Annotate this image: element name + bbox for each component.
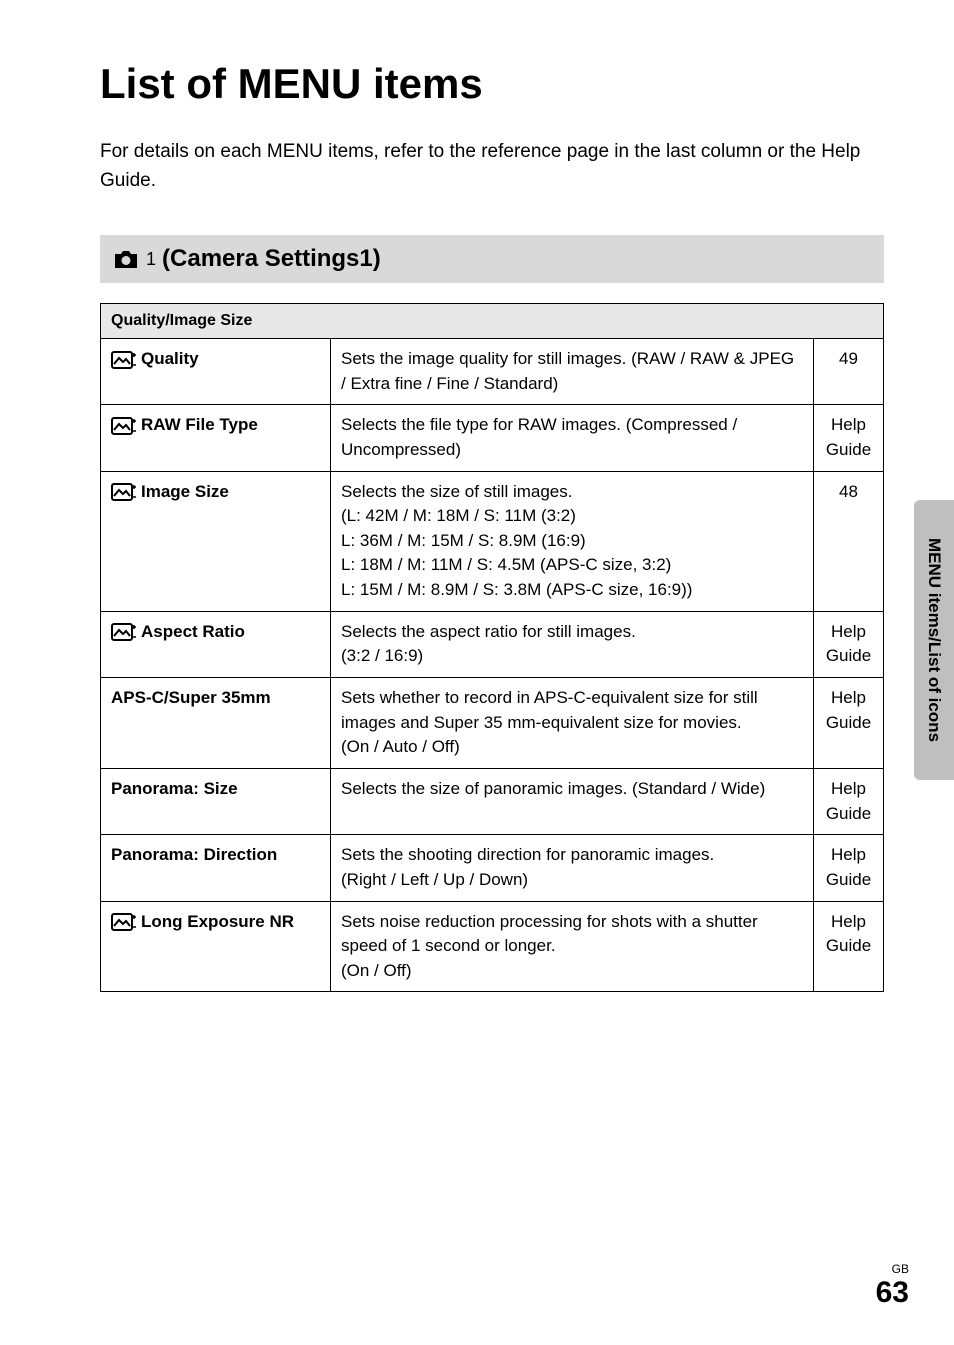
footer-lang: GB — [876, 1262, 909, 1276]
setting-reference: Help Guide — [814, 611, 884, 677]
setting-description: Sets the image quality for still images.… — [331, 339, 814, 405]
table-row: Image Size Selects the size of still imag… — [101, 471, 884, 611]
setting-name: APS-C/Super 35mm — [111, 686, 271, 711]
setting-reference: Help Guide — [814, 835, 884, 901]
table-row: Long Exposure NR Sets noise reduction pro… — [101, 901, 884, 992]
setting-description: Selects the size of panoramic images. (S… — [331, 768, 814, 834]
section-header: 1 (Camera Settings1) — [100, 235, 884, 283]
camera-number: 1 — [146, 249, 156, 270]
setting-name: Long Exposure NR — [141, 910, 294, 935]
setting-name-cell: Quality — [101, 339, 331, 405]
setting-name-cell: Long Exposure NR — [101, 901, 331, 992]
footer-page-number: 63 — [876, 1276, 909, 1309]
setting-description: Selects the file type for RAW images. (C… — [331, 405, 814, 471]
setting-name-cell: RAW File Type — [101, 405, 331, 471]
setting-name-cell: APS-C/Super 35mm — [101, 678, 331, 769]
setting-name-cell: Image Size — [101, 471, 331, 611]
setting-description: Sets noise reduction processing for shot… — [331, 901, 814, 992]
side-tab: MENU items/List of icons — [914, 500, 954, 780]
camera-icon — [112, 248, 140, 270]
setting-name-cell: Aspect Ratio — [101, 611, 331, 677]
table-row: Aspect Ratio Selects the aspect ratio for… — [101, 611, 884, 677]
setting-description: Sets the shooting direction for panorami… — [331, 835, 814, 901]
image-setting-icon — [111, 910, 137, 935]
setting-reference: Help Guide — [814, 901, 884, 992]
side-tab-label: MENU items/List of icons — [924, 538, 944, 742]
intro-text: For details on each MENU items, refer to… — [100, 138, 884, 195]
image-setting-icon — [111, 413, 137, 438]
group-header-row: Quality/Image Size — [101, 304, 884, 339]
table-row: Quality Sets the image quality for still … — [101, 339, 884, 405]
page-footer: GB 63 — [876, 1262, 909, 1310]
setting-reference: Help Guide — [814, 768, 884, 834]
setting-description: Selects the size of still images. (L: 42… — [331, 471, 814, 611]
menu-table: Quality/Image Size Quality Sets the image… — [100, 303, 884, 992]
setting-name: RAW File Type — [141, 413, 258, 438]
setting-name: Panorama: Direction — [111, 843, 277, 868]
table-row: RAW File Type Selects the file type for R… — [101, 405, 884, 471]
table-row: Panorama: Size Selects the size of panora… — [101, 768, 884, 834]
setting-reference: 48 — [814, 471, 884, 611]
setting-name: Image Size — [141, 480, 229, 505]
setting-reference: 49 — [814, 339, 884, 405]
table-row: APS-C/Super 35mm Sets whether to record i… — [101, 678, 884, 769]
setting-name-cell: Panorama: Size — [101, 768, 331, 834]
setting-name: Panorama: Size — [111, 777, 238, 802]
page-title: List of MENU items — [100, 60, 884, 108]
image-setting-icon — [111, 347, 137, 372]
setting-reference: Help Guide — [814, 678, 884, 769]
section-label: (Camera Settings1) — [162, 245, 381, 273]
setting-name-cell: Panorama: Direction — [101, 835, 331, 901]
image-setting-icon — [111, 620, 137, 645]
group-header-cell: Quality/Image Size — [101, 304, 884, 339]
setting-description: Sets whether to record in APS-C-equivale… — [331, 678, 814, 769]
setting-name: Aspect Ratio — [141, 620, 245, 645]
setting-description: Selects the aspect ratio for still image… — [331, 611, 814, 677]
image-setting-icon — [111, 480, 137, 505]
setting-reference: Help Guide — [814, 405, 884, 471]
setting-name: Quality — [141, 347, 199, 372]
table-row: Panorama: Direction Sets the shooting dir… — [101, 835, 884, 901]
